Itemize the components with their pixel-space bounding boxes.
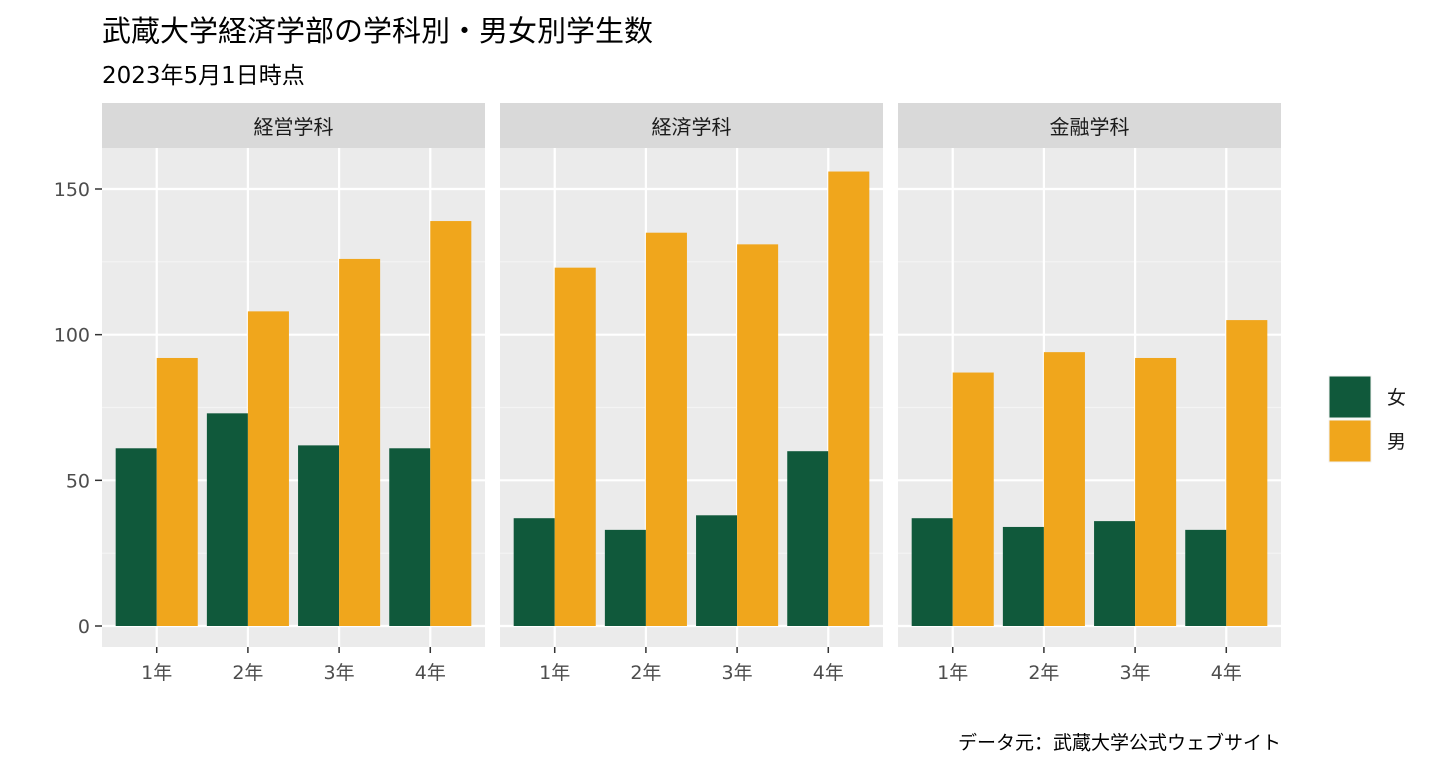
facet-panel-2: 経済学科 1年 2年 3年 4年: [500, 103, 883, 684]
facet-strip-label: 経営学科: [254, 115, 334, 139]
legend-label: 女: [1387, 387, 1406, 409]
x-tick-label: 1年: [141, 662, 172, 684]
x-tick-label: 3年: [324, 662, 355, 684]
facet-panel-1: 経営学科 1年 2年 3年 4年: [102, 103, 485, 684]
bar-female: [1185, 529, 1227, 626]
bar-male: [645, 232, 687, 626]
bar-female: [911, 518, 953, 626]
y-tick-label: 50: [66, 470, 90, 492]
legend-key-male: [1328, 419, 1372, 463]
chart-title: 武蔵大学経済学部の学科別・男女別学生数: [102, 14, 653, 48]
facet-strip-label: 経済学科: [652, 115, 732, 139]
bar-female: [298, 445, 340, 626]
bar-female: [604, 529, 646, 626]
legend-key-female: [1328, 375, 1372, 419]
y-axis: 0 50 100 150: [54, 179, 102, 638]
x-tick-label: 3年: [722, 662, 753, 684]
facet-strip: [898, 103, 1281, 148]
chart-subtitle: 2023年5月1日時点: [102, 63, 305, 89]
bar-female: [696, 515, 738, 626]
bar-male: [952, 372, 994, 626]
bar-male: [247, 311, 289, 626]
bar-female: [206, 413, 248, 626]
bar-male: [828, 171, 870, 626]
bar-male: [430, 221, 472, 626]
facet-strip: [102, 103, 485, 148]
bar-female: [1094, 521, 1136, 626]
x-tick-label: 2年: [1028, 662, 1059, 684]
x-tick-label: 1年: [937, 662, 968, 684]
facet-strip-label: 金融学科: [1050, 115, 1130, 139]
bar-female: [1002, 526, 1044, 626]
bar-male: [1135, 357, 1177, 626]
x-tick-label: 3年: [1120, 662, 1151, 684]
x-tick-label: 4年: [415, 662, 446, 684]
bar-male: [554, 267, 596, 626]
legend-label: 男: [1387, 431, 1406, 453]
bar-female: [513, 518, 555, 626]
x-tick-label: 4年: [1211, 662, 1242, 684]
y-tick-label: 150: [54, 179, 90, 201]
x-tick-label: 2年: [232, 662, 263, 684]
panels-layer: 経営学科 1年 2年 3年 4年 経済学科 1年 2年 3年 4年 金融学科 1年 2年 3年 4年: [102, 103, 1281, 684]
facet-panel-3: 金融学科 1年 2年 3年 4年: [898, 103, 1281, 684]
y-tick-label: 0: [78, 616, 90, 638]
legend: 女男: [1328, 375, 1406, 463]
x-tick-label: 2年: [630, 662, 661, 684]
bar-male: [1043, 352, 1085, 626]
facet-strip: [500, 103, 883, 148]
bar-female: [787, 451, 829, 626]
bar-male: [737, 244, 779, 626]
chart-caption: データ元：武蔵大学公式ウェブサイト: [958, 731, 1281, 754]
y-tick-label: 100: [54, 325, 90, 347]
bar-male: [339, 258, 381, 626]
bar-female: [389, 448, 431, 626]
bar-male: [1226, 320, 1268, 626]
bar-male: [156, 357, 198, 626]
x-tick-label: 1年: [539, 662, 570, 684]
bar-female: [115, 448, 157, 626]
x-tick-label: 4年: [813, 662, 844, 684]
